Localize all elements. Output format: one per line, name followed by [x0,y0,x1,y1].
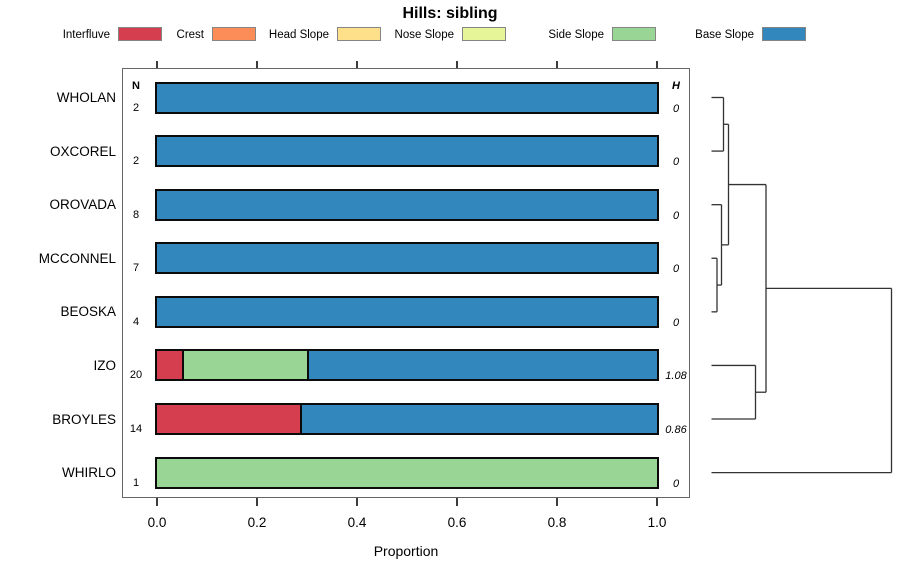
n-value: 2 [132,101,140,114]
plot-area-border [122,68,690,498]
stacked-bar-beoska [155,295,659,328]
n-value: 7 [132,262,140,275]
x-tick [656,498,658,506]
legend-swatch-head-slope [337,27,381,41]
bar-segment-base-slope [157,190,657,219]
bar-segment-side-slope [182,351,307,380]
bar-segment-interfluve [157,351,182,380]
h-value: 0.86 [665,424,687,437]
stacked-bar-wholan [155,81,659,114]
x-tick-label: 0.6 [447,515,467,530]
legend-label: Interfluve [62,29,110,41]
row-label: OROVADA [49,197,116,213]
stacked-bar-broyles [155,403,659,436]
legend-label: Head Slope [268,29,329,41]
stacked-bar-orovada [155,188,659,221]
x-tick-top [656,61,658,68]
x-tick [156,498,158,506]
stacked-bar-mcconnel [155,242,659,275]
stacked-bar-oxcorel [155,135,659,168]
row-label: IZO [93,357,117,373]
legend-label: Nose Slope [394,29,454,41]
x-tick [256,498,258,506]
n-value: 2 [132,155,140,168]
row-label: BROYLES [52,411,116,427]
bar-segment-interfluve [157,405,300,434]
x-tick-label: 0.8 [547,515,567,530]
x-tick-top [256,61,258,68]
stacked-bar-izo [155,349,659,382]
n-value: 14 [129,423,143,436]
legend-label: Side Slope [548,29,604,41]
n-value: 8 [132,208,140,221]
row-label: WHIRLO [62,465,116,481]
legend-swatch-nose-slope [462,27,506,41]
bar-segment-side-slope [157,458,657,487]
legend-label: Crest [176,29,204,41]
legend-swatch-interfluve [118,27,162,41]
row-label: WHOLAN [56,90,116,105]
n-column-header: N [132,80,140,92]
x-axis-title: Proportion [373,543,439,559]
h-value: 0 [672,102,680,115]
x-tick-top [556,61,558,68]
h-value: 1.08 [665,370,687,383]
x-tick-label: 0.4 [347,515,367,530]
bar-segment-base-slope [299,405,657,434]
row-label: BEOSKA [60,304,116,320]
h-value: 0 [672,263,680,276]
x-tick [456,498,458,506]
x-tick-label: 0.0 [147,515,167,530]
legend-label: Base Slope [695,29,754,41]
bar-segment-base-slope [157,137,657,166]
x-tick [356,498,358,506]
row-label: MCCONNEL [38,250,116,266]
x-tick-top [356,61,358,68]
row-label: OXCOREL [49,143,116,159]
bar-segment-base-slope [157,297,657,326]
h-value: 0 [672,477,680,490]
bar-segment-base-slope [157,244,657,273]
h-value: 0 [672,156,680,169]
stacked-bar-whirlo [155,456,659,489]
n-value: 20 [129,369,143,382]
n-value: 4 [132,315,140,328]
x-tick [556,498,558,506]
h-value: 0 [672,209,680,222]
h-column-header: H [672,80,680,92]
bar-segment-base-slope [157,83,657,112]
legend-swatch-base-slope [762,27,806,41]
chart-title: Hills: sibling [402,5,498,22]
x-tick-top [156,61,158,68]
n-value: 1 [132,476,140,489]
x-tick-label: 0.2 [247,515,267,530]
bar-segment-base-slope [307,351,657,380]
legend-swatch-side-slope [612,27,656,41]
legend-swatch-crest [212,27,256,41]
h-value: 0 [672,316,680,329]
x-tick-top [456,61,458,68]
x-tick-label: 1.0 [647,515,667,530]
